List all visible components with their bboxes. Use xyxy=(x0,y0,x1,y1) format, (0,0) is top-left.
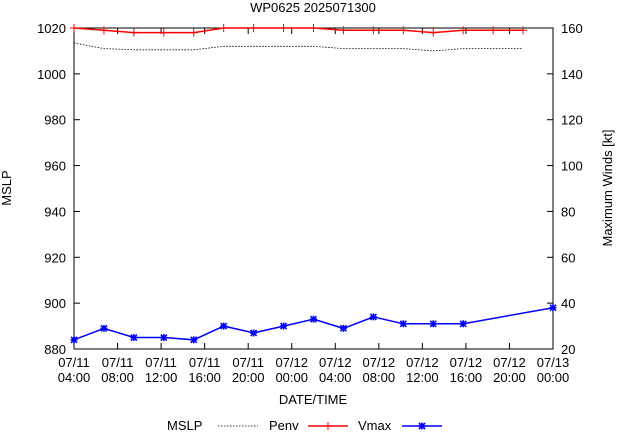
x-tick-label-date: 07/11 xyxy=(232,355,264,370)
x-tick-label-time: 00:00 xyxy=(537,370,570,385)
data-point-vmax xyxy=(369,313,377,321)
marker-stroke xyxy=(429,320,437,328)
series-line-vmax xyxy=(73,306,554,341)
y2-tick-label: 60 xyxy=(561,250,575,265)
y-tick-label: 920 xyxy=(44,250,66,265)
x-tick-label-date: 07/12 xyxy=(319,355,352,370)
x-tick-label-date: 07/11 xyxy=(102,355,134,370)
series-penv xyxy=(70,24,528,37)
legend-label-penv: Penv xyxy=(269,418,299,432)
data-point-vmax xyxy=(339,324,348,332)
y-axis-left: 880 900 920 940 960 980 1000 1020 xyxy=(37,21,80,357)
x-tick-label-time: 16:00 xyxy=(188,370,221,385)
x-tick-label-date: 07/11 xyxy=(189,355,221,370)
x-axis-title: DATE/TIME xyxy=(279,392,348,407)
data-point-vmax xyxy=(549,304,557,312)
y-tick-label: 940 xyxy=(44,204,66,219)
y-tick-label: 1020 xyxy=(37,21,66,36)
series-mslp xyxy=(73,42,524,52)
x-tick-label-time: 00:00 xyxy=(275,370,308,385)
chart-title: WP0625 2025071300 xyxy=(250,0,376,15)
series-line-mslp xyxy=(73,42,524,52)
y-axis-right-title: Maximum Winds [kt] xyxy=(600,129,615,246)
data-point-vmax xyxy=(459,320,467,328)
legend-label-mslp: MSLP xyxy=(167,418,202,432)
marker-stroke xyxy=(220,322,228,330)
legend-label-vmax: Vmax xyxy=(358,418,392,432)
marker-stroke xyxy=(250,329,258,337)
data-point-vmax xyxy=(160,333,168,342)
y-tick-label: 880 xyxy=(44,342,66,357)
x-tick-label-date: 07/11 xyxy=(145,355,177,370)
data-point-vmax xyxy=(399,320,407,328)
x-tick-label-time: 12:00 xyxy=(145,370,178,385)
x-tick-label-date: 07/13 xyxy=(537,355,570,370)
marker-stroke xyxy=(459,320,467,328)
y2-tick-label: 160 xyxy=(561,21,583,36)
x-tick-label-time: 04:00 xyxy=(58,370,91,385)
marker-stroke xyxy=(160,333,168,342)
y-axis-right: 20 40 60 80 100 120 140 160 xyxy=(547,21,583,357)
marker-stroke xyxy=(309,315,318,323)
legend-marker-vmax xyxy=(418,422,426,430)
data-point-vmax xyxy=(309,315,318,323)
marker-stroke xyxy=(279,322,288,330)
marker-stroke xyxy=(190,336,198,344)
y-tick-label: 980 xyxy=(44,113,66,128)
marker-stroke xyxy=(399,320,407,328)
y-tick-label: 900 xyxy=(44,296,66,311)
y-tick-label: 1000 xyxy=(37,67,66,82)
data-point-vmax xyxy=(220,322,228,330)
marker-stroke xyxy=(70,336,78,344)
x-tick-label-date: 07/12 xyxy=(363,355,396,370)
x-tick-label-time: 04:00 xyxy=(319,370,352,385)
data-point-vmax xyxy=(100,324,108,332)
y2-tick-label: 120 xyxy=(561,113,583,128)
x-tick-label-date: 07/12 xyxy=(406,355,439,370)
y2-tick-label: 100 xyxy=(561,159,583,174)
y2-tick-label: 80 xyxy=(561,204,575,219)
x-tick-label-date: 07/11 xyxy=(58,355,90,370)
x-tick-label-time: 20:00 xyxy=(232,370,265,385)
marker-stroke xyxy=(418,422,426,430)
marker-stroke xyxy=(339,324,348,332)
data-point-vmax xyxy=(70,336,78,344)
x-tick-label-date: 07/12 xyxy=(493,355,526,370)
series-line-penv xyxy=(73,27,524,34)
legend: MSLP Penv Vmax xyxy=(167,418,442,432)
series-layer xyxy=(70,24,557,344)
x-tick-label-time: 08:00 xyxy=(101,370,134,385)
data-point-vmax xyxy=(130,333,138,342)
y2-tick-label: 40 xyxy=(561,296,575,311)
data-point-vmax xyxy=(250,329,258,337)
x-tick-label-time: 16:00 xyxy=(450,370,483,385)
x-tick-label-date: 07/12 xyxy=(275,355,308,370)
series-vmax xyxy=(70,304,557,344)
marker-stroke xyxy=(100,324,108,332)
x-tick-label-time: 08:00 xyxy=(363,370,396,385)
y-axis-left-title: MSLP xyxy=(0,170,14,205)
marker-stroke xyxy=(549,304,557,312)
x-axis: 07/1104:0007/1108:0007/1112:0007/1116:00… xyxy=(58,28,570,385)
plot-frame xyxy=(73,27,554,350)
data-point-vmax xyxy=(190,336,198,344)
y-tick-label: 960 xyxy=(44,159,66,174)
y2-tick-label: 140 xyxy=(561,67,583,82)
x-tick-label-time: 20:00 xyxy=(493,370,526,385)
data-point-vmax xyxy=(279,322,288,330)
marker-stroke xyxy=(369,313,377,321)
data-point-vmax xyxy=(429,320,437,328)
x-tick-label-time: 12:00 xyxy=(406,370,439,385)
x-tick-label-date: 07/12 xyxy=(450,355,483,370)
y2-tick-label: 20 xyxy=(561,342,575,357)
marker-stroke xyxy=(130,333,138,342)
plot-border xyxy=(73,27,554,350)
